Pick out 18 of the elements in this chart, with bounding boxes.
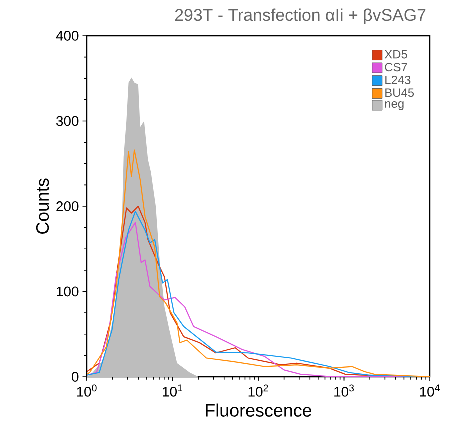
legend-label: L243 — [386, 76, 411, 84]
y-tick-label: 300 — [56, 116, 79, 126]
legend-label: XD5 — [384, 50, 408, 59]
y-tick-label: 400 — [56, 31, 79, 41]
x-tick-label: 10$^{1}$ — [163, 384, 182, 397]
chart-title: 293T - Transfection αIi + βvSAG7 — [175, 8, 426, 25]
legend-label: BU45 — [386, 88, 414, 98]
y-tick-label: 200 — [56, 202, 79, 212]
legend-label: CS7 — [385, 63, 408, 72]
y-axis-title: Counts — [36, 178, 50, 234]
x-tick-label: 10$^{4}$ — [420, 384, 440, 397]
y-tick-label: 0 — [72, 372, 79, 382]
legend-label: neg — [385, 101, 404, 110]
x-axis-title: Fluorescence — [206, 404, 312, 417]
x-tick-label: 10$^{3}$ — [334, 384, 354, 397]
y-tick-label: 100 — [57, 286, 79, 297]
x-tick-label: 10$^{2}$ — [248, 384, 268, 397]
x-tick-label: 10$^{0}$ — [77, 384, 97, 397]
